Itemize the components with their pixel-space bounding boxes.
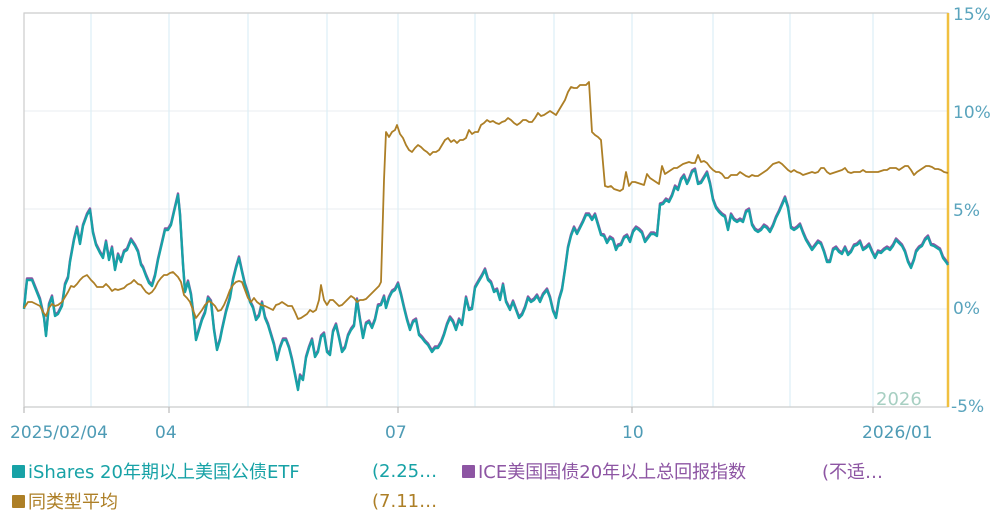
grid-lines [24,12,948,408]
legend-label: 同类型平均 [28,492,118,513]
legend-swatch-purple [462,464,475,478]
series-lines [22,81,949,392]
y-axis-labels: 15% 10% 5% 0% -5% [951,5,991,417]
legend-label: ICE美国国债20年以上总回报指数 [478,462,747,483]
x-tick-2025-02-04: 2025/02/04 [10,423,108,443]
y-tick-5: 5% [953,201,980,221]
legend-value: (7.11… [372,490,438,512]
legend-item-ice-index[interactable]: ICE美国国债20年以上总回报指数 (不适… [462,458,883,484]
y-tick-minus5: -5% [951,397,984,417]
x-tick-2026-01: 2026/01 [862,423,933,443]
legend-item-ishares-etf[interactable]: iShares 20年期以上美国公债ETF (2.25… [12,458,437,484]
x-axis-ticks [23,407,874,413]
series-ice-index-line[interactable] [22,167,949,390]
y-tick-15: 15% [953,5,991,25]
series-category-average-line[interactable] [23,81,949,320]
legend-label: iShares 20年期以上美国公债ETF [28,462,300,483]
year-watermark: 2026 [876,389,922,410]
x-tick-07: 07 [385,423,407,443]
performance-line-chart: 2026 15% 10% 5% 0% -5% 2025/02/04 04 07 … [10,5,991,443]
legend-swatch-teal [12,464,25,478]
legend-swatch-gold [12,494,25,508]
x-tick-04: 04 [155,423,177,443]
legend-item-category-average[interactable]: 同类型平均 (7.11… [12,488,437,514]
series-ishares-etf-line[interactable] [22,168,949,392]
x-tick-10: 10 [622,423,644,443]
x-axis-labels: 2025/02/04 04 07 10 2026/01 [10,423,933,443]
y-tick-0: 0% [953,299,980,319]
y-tick-10: 10% [953,103,991,123]
plot-frame [23,12,949,408]
legend-value: (2.25… [372,460,438,482]
legend-value: (不适… [822,462,884,483]
